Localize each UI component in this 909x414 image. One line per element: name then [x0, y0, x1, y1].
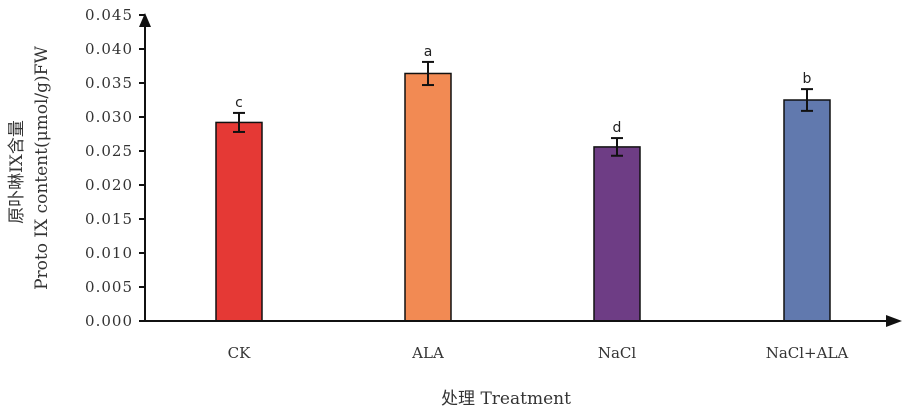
x-category-label: NaCl — [598, 344, 637, 362]
bar-series: c a d b — [215, 44, 831, 322]
bar-nacl — [593, 146, 641, 322]
y-tick-label: 0.035 — [85, 74, 133, 92]
y-tick-label: 0.040 — [85, 40, 133, 58]
y-tick-label: 0.015 — [85, 210, 133, 228]
y-tick-label: 0.025 — [85, 142, 133, 160]
significance-label: d — [613, 120, 622, 136]
bar-ck — [215, 121, 263, 322]
significance-label: c — [235, 95, 243, 111]
axes — [139, 13, 902, 327]
y-axis-arrow-icon — [139, 13, 151, 27]
y-tick-label: 0.010 — [85, 244, 133, 262]
y-tick-label: 0.005 — [85, 278, 133, 296]
x-category-label: ALA — [411, 344, 444, 362]
y-axis-title-cn: 原卟啉IX含量 — [7, 120, 27, 224]
significance-label: a — [424, 44, 433, 60]
bar-nacl-ala — [783, 99, 831, 322]
y-tick-label: 0.000 — [85, 312, 133, 330]
y-tick-label: 0.020 — [85, 176, 133, 194]
y-axis-ticks: 0.000 0.005 0.010 0.015 0.020 0.025 0.030 0.035… — [85, 6, 145, 330]
x-axis-labels: CK ALA NaCl NaCl+ALA — [228, 344, 849, 362]
x-axis-arrow-icon — [886, 315, 902, 327]
y-tick-label: 0.030 — [85, 108, 133, 126]
x-category-label: NaCl+ALA — [766, 344, 849, 362]
x-axis-title: 处理 Treatment — [441, 389, 571, 409]
significance-label: b — [803, 71, 812, 87]
y-axis-title-en: Proto IX content(μmol/g)FW — [32, 46, 52, 290]
x-category-label: CK — [228, 344, 251, 362]
y-tick-label: 0.045 — [85, 6, 133, 24]
bar-ala — [404, 72, 452, 322]
